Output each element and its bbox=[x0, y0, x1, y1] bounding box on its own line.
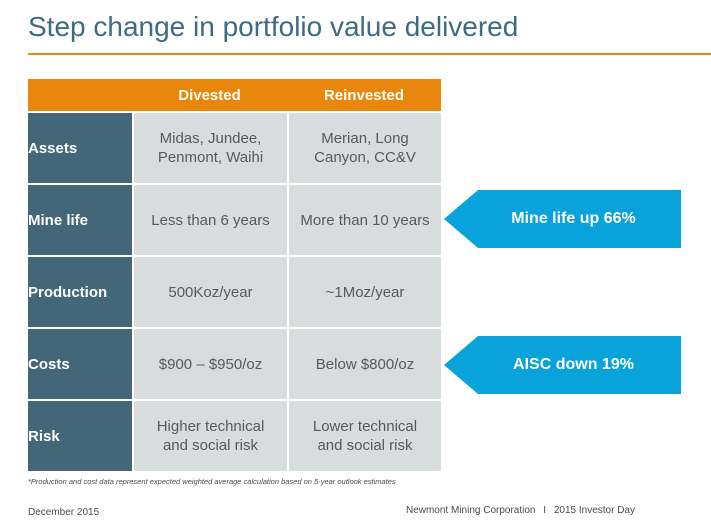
row-label-production: Production bbox=[28, 255, 132, 327]
footnote: *Production and cost data represent expe… bbox=[28, 477, 396, 486]
callout-aisc: AISC down 19% bbox=[444, 336, 681, 394]
cell-line: Midas, Jundee, bbox=[159, 130, 262, 147]
cell-production-reinvested: ~1Moz/year bbox=[287, 255, 441, 327]
row-label-mine-life: Mine life bbox=[28, 183, 132, 255]
footer-company: Newmont Mining Corporation bbox=[405, 505, 536, 516]
table-row-production: Production 500Koz/year ~1Moz/year bbox=[28, 255, 441, 327]
cell-line: ~1Moz/year bbox=[325, 283, 405, 301]
cell-risk-reinvested: Lower technical and social risk bbox=[287, 399, 441, 471]
cell-line: and social risk bbox=[162, 437, 259, 454]
cell-assets-divested: Midas, Jundee, Penmont, Waihi bbox=[132, 111, 287, 183]
cell-line: Less than 6 years bbox=[151, 211, 270, 229]
cell-line: and social risk bbox=[317, 437, 413, 454]
header-reinvested: Reinvested bbox=[287, 79, 441, 111]
cell-line: Higher technical bbox=[156, 418, 265, 435]
cell-costs-divested: $900 – $950/oz bbox=[132, 327, 287, 399]
header-divested: Divested bbox=[132, 79, 287, 111]
cell-line: Merian, Long bbox=[321, 130, 409, 147]
footer-separator: I bbox=[543, 505, 547, 516]
cell-line: $900 – $950/oz bbox=[158, 355, 263, 373]
footer-right: Newmont Mining Corporation I 2015 Invest… bbox=[406, 505, 635, 516]
cell-assets-reinvested: Merian, Long Canyon, CC&V bbox=[287, 111, 441, 183]
slide-title: Step change in portfolio value delivered bbox=[28, 11, 519, 42]
cell-line: Canyon, CC&V bbox=[314, 149, 416, 166]
callout-mine-life: Mine life up 66% bbox=[444, 190, 681, 248]
table-row-assets: Assets Midas, Jundee, Penmont, Waihi Mer… bbox=[28, 111, 441, 183]
cell-line: Penmont, Waihi bbox=[157, 149, 264, 166]
cell-mine-life-divested: Less than 6 years bbox=[132, 183, 287, 255]
cell-line: Below $800/oz bbox=[315, 355, 415, 373]
cell-production-divested: 500Koz/year bbox=[132, 255, 287, 327]
portfolio-table: Divested Reinvested Assets Midas, Jundee… bbox=[28, 79, 441, 471]
row-label-costs: Costs bbox=[28, 327, 132, 399]
cell-risk-divested: Higher technical and social risk bbox=[132, 399, 287, 471]
header-corner bbox=[28, 79, 132, 111]
table-row-mine-life: Mine life Less than 6 years More than 10… bbox=[28, 183, 441, 255]
cell-line: More than 10 years bbox=[300, 211, 430, 229]
footer-event: 2015 Investor Day bbox=[553, 505, 635, 516]
row-label-risk: Risk bbox=[28, 399, 132, 471]
row-label-assets: Assets bbox=[28, 111, 132, 183]
cell-mine-life-reinvested: More than 10 years bbox=[287, 183, 441, 255]
cell-costs-reinvested: Below $800/oz bbox=[287, 327, 441, 399]
title-divider bbox=[28, 53, 711, 55]
footer-date: December 2015 bbox=[28, 507, 100, 518]
table-row-risk: Risk Higher technical and social risk Lo… bbox=[28, 399, 441, 471]
cell-line: Lower technical bbox=[312, 418, 418, 435]
table-header-row: Divested Reinvested bbox=[28, 79, 441, 111]
cell-line: 500Koz/year bbox=[168, 283, 253, 301]
table-row-costs: Costs $900 – $950/oz Below $800/oz bbox=[28, 327, 441, 399]
